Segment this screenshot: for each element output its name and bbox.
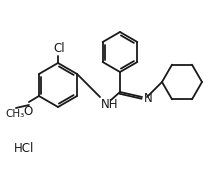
Text: HCl: HCl (14, 141, 34, 154)
Text: O: O (23, 105, 32, 118)
Text: Cl: Cl (53, 42, 65, 55)
Text: N: N (144, 91, 153, 104)
Text: CH₃: CH₃ (5, 109, 25, 119)
Text: NH: NH (101, 98, 118, 111)
